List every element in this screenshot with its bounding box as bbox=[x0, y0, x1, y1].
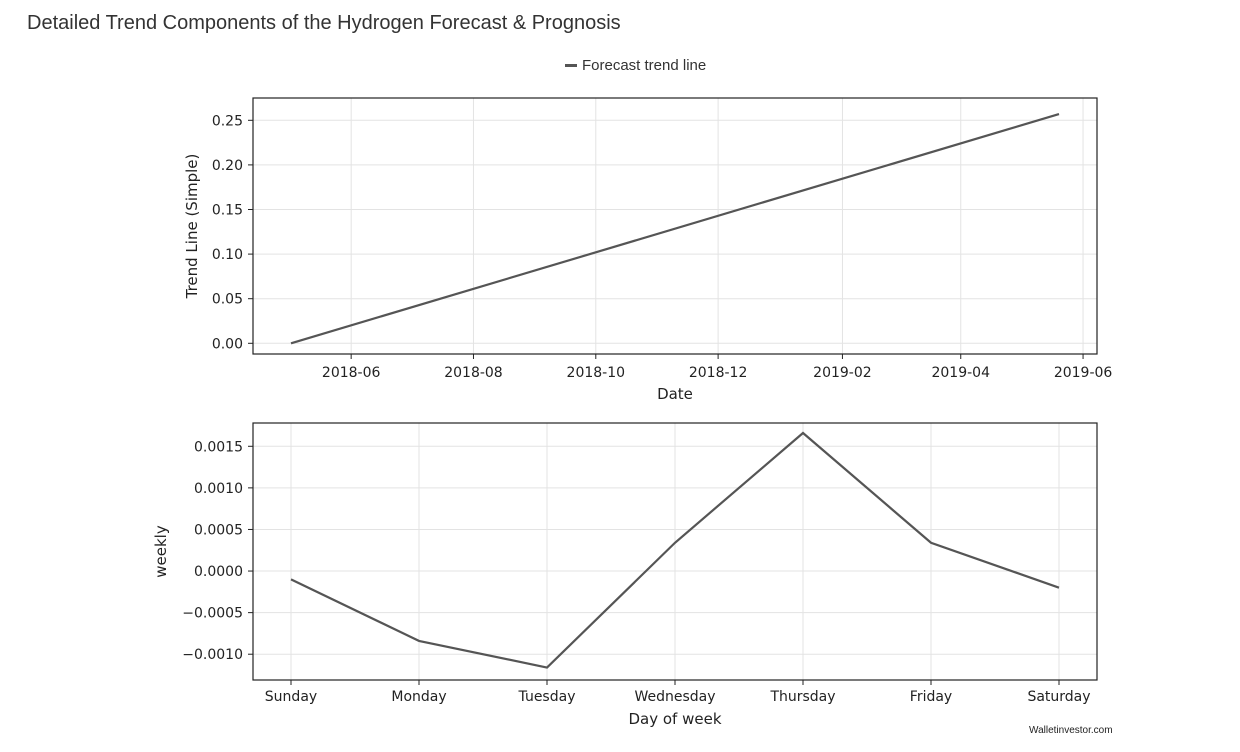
y-axis-label: weekly bbox=[152, 525, 170, 578]
weekly-series-line bbox=[290, 431, 1060, 669]
x-tick-label: 2019-02 bbox=[813, 365, 872, 381]
page-title: Detailed Trend Components of the Hydroge… bbox=[27, 12, 621, 34]
x-tick-label: Thursday bbox=[769, 689, 835, 705]
x-tick-label: 2019-04 bbox=[931, 365, 990, 381]
x-axis-label: Day of week bbox=[628, 710, 721, 728]
y-tick-label: 0.0015 bbox=[194, 439, 243, 455]
watermark: Walletinvestor.com bbox=[1029, 725, 1113, 736]
y-tick-label: 0.0010 bbox=[194, 481, 243, 497]
y-tick-label: 0.25 bbox=[212, 113, 243, 129]
x-tick-label: Wednesday bbox=[634, 689, 715, 705]
trend-line-chart: 2018-06 2018-08 2018-10 2018-12 2019-02 2019-… bbox=[183, 97, 1113, 403]
x-tick-label: 2018-08 bbox=[444, 365, 503, 381]
legend-label: Forecast trend line bbox=[582, 57, 707, 74]
x-tick-label: 2018-10 bbox=[567, 365, 626, 381]
trend-series-line bbox=[290, 113, 1060, 345]
y-tick-label: 0.0000 bbox=[194, 564, 243, 580]
y-tick-label: 0.10 bbox=[212, 247, 243, 263]
x-tick-label: 2018-06 bbox=[322, 365, 381, 381]
weekly-seasonality-chart: Sunday Monday Tuesday Wednesday Thursday Frid… bbox=[152, 422, 1098, 728]
x-tick-label: Friday bbox=[910, 689, 952, 705]
y-tick-label: 0.20 bbox=[212, 158, 243, 174]
y-tick-label: −0.0005 bbox=[182, 606, 243, 622]
plot-frame bbox=[252, 97, 1098, 355]
chart-legend: Forecast trend line bbox=[565, 57, 706, 74]
legend-line-swatch bbox=[565, 64, 577, 67]
x-tick-label: 2018-12 bbox=[689, 365, 748, 381]
y-tick-label: −0.0010 bbox=[182, 647, 243, 663]
y-tick-label: 0.0005 bbox=[194, 522, 243, 538]
x-axis-label: Date bbox=[657, 385, 693, 403]
x-tick-label: Sunday bbox=[265, 689, 317, 705]
y-tick-label: 0.15 bbox=[212, 202, 243, 218]
x-tick-label: Monday bbox=[391, 689, 446, 705]
x-tick-label: Saturday bbox=[1027, 689, 1090, 705]
y-axis-label: Trend Line (Simple) bbox=[183, 154, 201, 300]
y-tick-label: 0.00 bbox=[212, 336, 243, 352]
x-tick-label: 2019-06 bbox=[1054, 365, 1113, 381]
y-tick-label: 0.05 bbox=[212, 292, 243, 308]
x-tick-label: Tuesday bbox=[518, 689, 576, 705]
